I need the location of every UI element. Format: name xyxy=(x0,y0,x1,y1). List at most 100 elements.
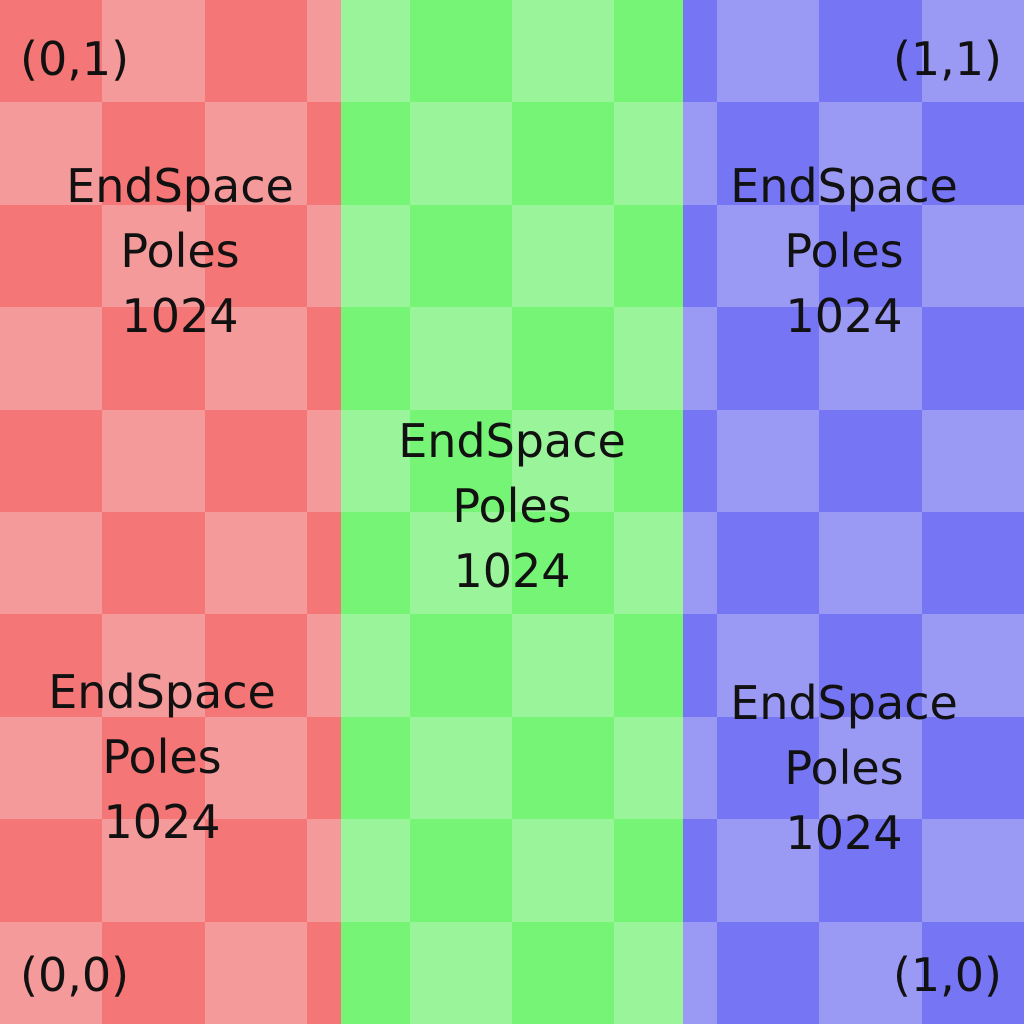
checker-cell-green xyxy=(341,512,410,614)
checker-cell-green xyxy=(614,410,683,512)
checker-cell-red xyxy=(205,102,307,205)
checker-cell-blue xyxy=(819,614,922,717)
label-line-size: 1024 xyxy=(103,795,221,849)
label-line-type: Poles xyxy=(452,479,572,533)
checker-cell-blue xyxy=(819,0,922,102)
checker-cell-green xyxy=(614,717,683,819)
checker-cell-red xyxy=(307,307,341,410)
checker-cell-blue xyxy=(922,0,1024,102)
checker-cell-green xyxy=(410,410,512,512)
checker-cell-green xyxy=(341,717,410,819)
label-block-green-center: EndSpace Poles 1024 xyxy=(352,409,672,604)
checker-cell-blue xyxy=(683,0,717,102)
checker-cell-green xyxy=(614,307,683,410)
label-line-size: 1024 xyxy=(121,289,239,343)
corner-label-top-right: (1,1) xyxy=(892,32,1002,86)
checker-cell-blue xyxy=(922,410,1024,512)
checker-cell-blue xyxy=(717,0,819,102)
checker-cell-green xyxy=(512,205,614,307)
checker-cell-red xyxy=(307,512,341,614)
checker-cell-green xyxy=(410,922,512,1024)
label-line-size: 1024 xyxy=(785,289,903,343)
checker-cell-blue xyxy=(683,512,717,614)
checker-cell-green xyxy=(410,205,512,307)
label-line-type: Poles xyxy=(784,741,904,795)
checker-cell-blue xyxy=(683,717,717,819)
checker-cell-red xyxy=(0,307,102,410)
checker-cell-blue xyxy=(683,614,717,717)
checker-cell-blue xyxy=(922,512,1024,614)
checker-cell-green xyxy=(341,614,410,717)
corner-label-bottom-right: (1,0) xyxy=(892,948,1002,1002)
checker-cell-green xyxy=(614,922,683,1024)
checker-cell-red xyxy=(0,410,102,512)
checker-cell-green xyxy=(410,0,512,102)
checker-cell-red xyxy=(0,922,102,1024)
label-block-red-top: EndSpace Poles 1024 xyxy=(20,154,340,349)
checker-cell-red xyxy=(102,205,205,307)
checker-cell-blue xyxy=(922,922,1024,1024)
checker-cell-blue xyxy=(717,717,819,819)
checker-cell-red xyxy=(102,102,205,205)
label-line-name: EndSpace xyxy=(730,159,958,213)
checker-cell-red xyxy=(307,410,341,512)
checker-cell-blue xyxy=(819,102,922,205)
checker-cell-blue xyxy=(683,102,717,205)
checker-cell-green xyxy=(410,614,512,717)
checker-cell-green xyxy=(341,922,410,1024)
checker-cell-green xyxy=(614,205,683,307)
label-line-size: 1024 xyxy=(453,544,571,598)
label-line-type: Poles xyxy=(120,224,240,278)
checker-cell-red xyxy=(102,307,205,410)
checker-cell-green xyxy=(341,410,410,512)
corner-label-bottom-left: (0,0) xyxy=(20,948,130,1002)
checker-cell-green xyxy=(341,819,410,922)
checker-cell-red xyxy=(0,512,102,614)
checker-cell-red xyxy=(205,205,307,307)
label-line-name: EndSpace xyxy=(66,159,294,213)
checker-cell-blue xyxy=(819,717,922,819)
label-line-name: EndSpace xyxy=(48,665,276,719)
label-block-blue-top: EndSpace Poles 1024 xyxy=(684,154,1004,349)
checker-cell-green xyxy=(614,512,683,614)
checker-cell-blue xyxy=(717,102,819,205)
checker-cell-blue xyxy=(683,819,717,922)
checker-cell-red xyxy=(0,717,102,819)
checker-cell-green xyxy=(614,819,683,922)
checker-cell-green xyxy=(410,102,512,205)
checker-cell-green xyxy=(341,307,410,410)
checker-cell-blue xyxy=(717,819,819,922)
corner-label-top-left: (0,1) xyxy=(20,32,130,86)
label-line-type: Poles xyxy=(102,730,222,784)
checker-cell-green xyxy=(341,102,410,205)
checker-cell-blue xyxy=(819,819,922,922)
checker-cell-red xyxy=(0,0,102,102)
checker-cell-red xyxy=(102,512,205,614)
checker-cell-red xyxy=(205,819,307,922)
checker-cell-green xyxy=(410,717,512,819)
label-line-type: Poles xyxy=(784,224,904,278)
checker-cell-green xyxy=(614,0,683,102)
checker-cell-green xyxy=(512,922,614,1024)
checker-cell-green xyxy=(614,102,683,205)
checker-cell-blue xyxy=(922,614,1024,717)
checker-cell-blue xyxy=(819,205,922,307)
checker-cell-red xyxy=(205,512,307,614)
checker-cell-blue xyxy=(819,410,922,512)
checker-cell-green xyxy=(512,102,614,205)
checker-cell-red xyxy=(205,614,307,717)
checker-cell-red xyxy=(307,102,341,205)
checker-cell-blue xyxy=(683,307,717,410)
checker-cell-blue xyxy=(717,307,819,410)
checker-cell-red xyxy=(102,614,205,717)
checker-cell-blue xyxy=(922,819,1024,922)
label-line-size: 1024 xyxy=(785,806,903,860)
checker-cell-red xyxy=(0,205,102,307)
label-line-name: EndSpace xyxy=(398,414,626,468)
label-block-red-bottom: EndSpace Poles 1024 xyxy=(2,660,322,855)
checker-cell-blue xyxy=(717,922,819,1024)
checker-cell-red xyxy=(307,614,341,717)
checker-cell-blue xyxy=(819,307,922,410)
